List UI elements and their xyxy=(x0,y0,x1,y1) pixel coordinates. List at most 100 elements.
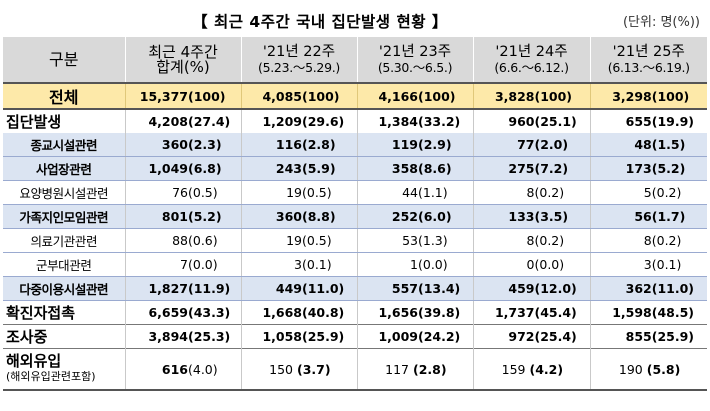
value-cell: 1(0.0) xyxy=(357,252,474,277)
percent-value: (0.1) xyxy=(651,257,682,272)
percent-value: (19.9) xyxy=(651,114,695,129)
row-label: 요양병원시설관련 xyxy=(3,180,126,205)
header-recent-total: 최근 4주간 합계(%) xyxy=(125,37,242,83)
count-value: 972 xyxy=(508,329,535,344)
count-value: 76 xyxy=(172,185,188,200)
table-row: 다중이용시설관련 1,827(11.9) 449(11.0) 557(13.4) 459… xyxy=(3,276,707,301)
count-value: 1,049 xyxy=(148,161,188,176)
percent-value: (25.1) xyxy=(534,114,577,129)
row-label-text: 집단발생 xyxy=(6,113,62,131)
count-value: 8 xyxy=(526,233,535,248)
row-label: 확진자접촉 xyxy=(3,300,126,325)
count-value: 360 xyxy=(275,209,302,224)
count-value: 1,656 xyxy=(378,305,418,320)
week-label: '21년 25주 xyxy=(612,43,685,60)
count-value: 119 xyxy=(391,137,418,152)
percent-value: (24.2) xyxy=(418,329,461,344)
value-cell: 116(2.8) xyxy=(241,133,358,157)
value-cell: 855(25.9) xyxy=(590,324,707,349)
value-cell: 150 (3.7) xyxy=(241,348,358,391)
value-cell: 117 (2.8) xyxy=(357,348,474,391)
count-value: 116 xyxy=(275,137,302,152)
count-value: 19 xyxy=(286,185,302,200)
header-week-25: '21년 25주 (6.13.～6.19.) xyxy=(590,37,707,83)
table-row: 전체 15,377(100) 4,085(100) 4,166(100) 3,828(1… xyxy=(3,82,707,110)
percent-value: (0.5) xyxy=(302,185,332,200)
count-value: 77 xyxy=(517,137,535,152)
percent-value: (0.0) xyxy=(418,257,448,272)
header-recent-label: 최근 4주간 합계(%) xyxy=(148,42,218,76)
row-label: 집단발생 xyxy=(3,108,126,133)
percent-value: (45.4) xyxy=(534,305,577,320)
count-value: 655 xyxy=(625,114,652,129)
value-cell: 88(0.6) xyxy=(125,228,242,253)
percent-value: (25.4) xyxy=(534,329,577,344)
percent-value: (12.0) xyxy=(534,281,577,296)
percent-value: (2.0) xyxy=(534,137,569,152)
percent-value: (1.5) xyxy=(651,137,686,152)
count-value: 0 xyxy=(526,257,535,272)
week-range: (6.6.～6.12.) xyxy=(494,59,569,75)
percent-value: (7.2) xyxy=(534,161,569,176)
value-cell: 0(0.0) xyxy=(473,252,591,277)
count-value: 19 xyxy=(286,233,302,248)
count-value: 15,377 xyxy=(139,88,188,104)
row-label: 종교시설관련 xyxy=(3,133,126,157)
table-row: 집단발생 4,208(27.4) 1,209(29.6) 1,384(33.2) 960… xyxy=(3,108,707,133)
value-cell: 19(0.5) xyxy=(241,180,358,205)
count-value: 8 xyxy=(643,233,652,248)
value-cell: 4,166(100) xyxy=(357,82,474,110)
row-label-text: 해외유입 xyxy=(6,352,62,370)
value-cell: 19(0.5) xyxy=(241,228,358,253)
count-value: 3,828 xyxy=(494,88,535,104)
count-value: 190 xyxy=(618,361,643,377)
row-label: 조사중 xyxy=(3,324,126,349)
header-week-22: '21년 22주 (5.23.～5.29.) xyxy=(241,37,358,83)
table-row: 확진자접촉 6,659(43.3) 1,668(40.8) 1,656(39.8) 1,… xyxy=(3,300,707,325)
percent-value: (4.2) xyxy=(529,361,564,377)
count-value: 117 xyxy=(385,361,409,377)
count-value: 801 xyxy=(161,209,188,224)
count-value: 1,737 xyxy=(494,305,535,320)
row-label: 전체 xyxy=(3,82,126,110)
table-row: 군부대관련 7(0.0) 3(0.1) 1(0.0) 0(0.0) 3(0.1) xyxy=(3,252,707,277)
week-label: '21년 22주 xyxy=(262,43,336,60)
percent-value: (13.4) xyxy=(418,281,461,296)
value-cell: 275(7.2) xyxy=(473,156,591,181)
value-cell: 449(11.0) xyxy=(241,276,358,301)
value-cell: 1,384(33.2) xyxy=(357,108,474,133)
percent-value: (27.4) xyxy=(188,114,231,129)
value-cell: 972(25.4) xyxy=(473,324,591,349)
count-value: 5 xyxy=(643,185,652,200)
unit-label: (단위: 명(%)) xyxy=(622,15,700,30)
table-row: 조사중 3,894(25.3) 1,058(25.9) 1,009(24.2) 972(… xyxy=(3,324,707,349)
row-label: 해외유입 (해외유입관련포함) xyxy=(3,348,126,391)
value-cell: 8(0.2) xyxy=(590,228,707,253)
row-label-text: 의료기관관련 xyxy=(30,234,98,249)
value-cell: 173(5.2) xyxy=(590,156,707,181)
table-row: 요양병원시설관련 76(0.5) 19(0.5) 44(1.1) 8(0.2) 5(0.2… xyxy=(3,180,707,205)
count-value: 159 xyxy=(501,361,526,377)
percent-value: (0.0) xyxy=(188,257,218,272)
row-label: 사업장관련 xyxy=(3,156,126,181)
count-value: 3,298 xyxy=(612,88,652,104)
row-label-text: 군부대관련 xyxy=(35,258,92,273)
week-range: (6.13.～6.19.) xyxy=(607,59,690,75)
percent-value: (8.8) xyxy=(302,209,336,224)
value-cell: 8(0.2) xyxy=(473,180,591,205)
percent-value: (100) xyxy=(534,88,573,104)
value-cell: 1,656(39.8) xyxy=(357,300,474,325)
row-label-text: 가족지인모임관련 xyxy=(19,210,109,225)
count-value: 557 xyxy=(391,281,418,296)
row-label: 의료기관관련 xyxy=(3,228,126,253)
count-value: 1,009 xyxy=(378,329,418,344)
row-sublabel-text: (해외유입관련포함) xyxy=(6,370,96,383)
count-value: 1,598 xyxy=(612,305,652,320)
count-value: 1,668 xyxy=(262,305,302,320)
count-value: 1,058 xyxy=(262,329,302,344)
value-cell: 1,737(45.4) xyxy=(473,300,591,325)
table-title: 【 최근 4주간 국내 집단발생 현황 】 xyxy=(192,13,448,31)
percent-value: (25.3) xyxy=(188,329,231,344)
count-value: 150 xyxy=(269,361,293,377)
percent-value: (100) xyxy=(188,88,226,104)
